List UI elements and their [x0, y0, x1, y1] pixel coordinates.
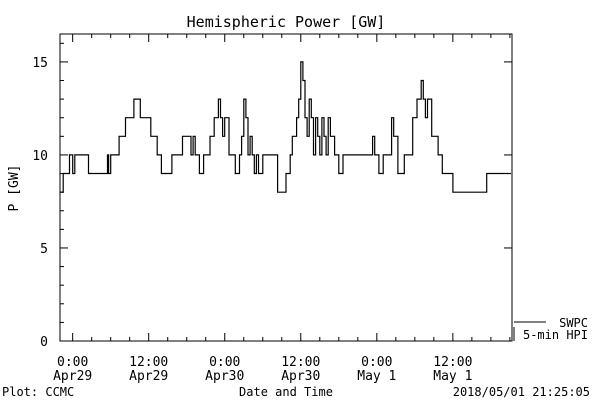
series-5min-hpi-line — [60, 61, 511, 193]
footer-plot-credit: Plot: CCMC — [2, 385, 74, 399]
legend-hpi-label: 5-min HPI — [523, 328, 588, 342]
y-axis-label: P [GW] — [7, 165, 22, 212]
legend-swpc-label: SWPC — [559, 316, 588, 330]
x-axis-label: Date and Time — [239, 385, 333, 399]
x-tick-label-date: Apr30 — [205, 369, 244, 384]
x-tick-label-date: May 1 — [357, 369, 396, 384]
y-axis: 0 5 10 15 — [32, 42, 512, 350]
x-tick-label-date: Apr29 — [129, 369, 168, 384]
x-tick-label-date: Apr29 — [53, 369, 92, 384]
x-tick-label-time: 0:00 — [361, 355, 392, 370]
x-tick-label-time: 12:00 — [281, 355, 320, 370]
legend: SWPC 5-min HPI — [513, 316, 588, 342]
x-tick-label-date: Apr30 — [281, 369, 320, 384]
y-tick-label: 0 — [40, 335, 48, 350]
series-layer — [60, 61, 511, 193]
plot-frame — [59, 33, 513, 342]
x-tick-label-date: May 1 — [433, 369, 472, 384]
footer-timestamp: 2018/05/01 21:25:05 — [453, 385, 590, 399]
x-tick-label-time: 12:00 — [433, 355, 472, 370]
x-tick-label-time: 0:00 — [209, 355, 240, 370]
x-tick-label-time: 12:00 — [129, 355, 168, 370]
y-tick-label: 5 — [40, 242, 48, 257]
y-tick-label: 10 — [32, 149, 48, 164]
x-axis: 0:00Apr2912:00Apr290:00Apr3012:00Apr300:… — [53, 34, 511, 384]
y-tick-label: 15 — [32, 56, 48, 71]
chart-title: Hemispheric Power [GW] — [187, 13, 386, 31]
x-tick-label-time: 0:00 — [57, 355, 88, 370]
